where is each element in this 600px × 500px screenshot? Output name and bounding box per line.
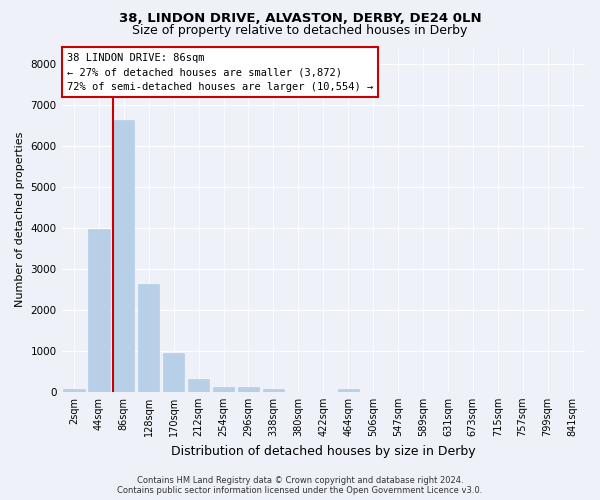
- Bar: [238, 388, 259, 392]
- Bar: [338, 388, 359, 392]
- Bar: [263, 388, 284, 392]
- Text: 38, LINDON DRIVE, ALVASTON, DERBY, DE24 0LN: 38, LINDON DRIVE, ALVASTON, DERBY, DE24 …: [119, 12, 481, 26]
- Bar: [64, 389, 85, 392]
- Bar: [213, 387, 234, 392]
- Bar: [113, 120, 134, 392]
- Text: 38 LINDON DRIVE: 86sqm
← 27% of detached houses are smaller (3,872)
72% of semi-: 38 LINDON DRIVE: 86sqm ← 27% of detached…: [67, 52, 373, 92]
- Bar: [188, 378, 209, 392]
- Text: Size of property relative to detached houses in Derby: Size of property relative to detached ho…: [133, 24, 467, 37]
- Y-axis label: Number of detached properties: Number of detached properties: [15, 132, 25, 308]
- Bar: [163, 353, 184, 392]
- Bar: [138, 284, 160, 392]
- Text: Contains HM Land Registry data © Crown copyright and database right 2024.
Contai: Contains HM Land Registry data © Crown c…: [118, 476, 482, 495]
- X-axis label: Distribution of detached houses by size in Derby: Distribution of detached houses by size …: [171, 444, 476, 458]
- Bar: [88, 228, 110, 392]
